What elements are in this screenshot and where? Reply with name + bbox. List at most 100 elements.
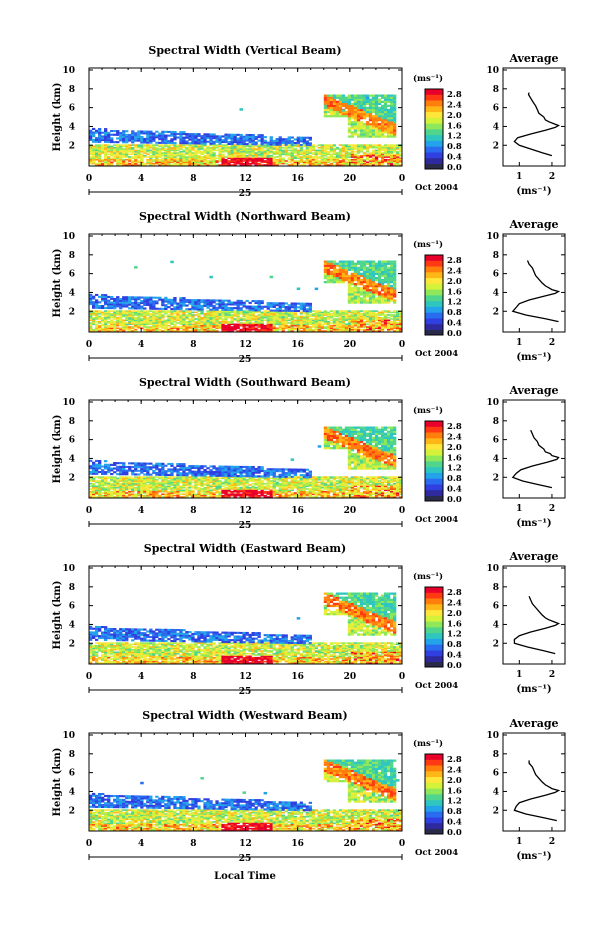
heatmap-cell [203, 133, 206, 135]
heatmap-cell [252, 300, 255, 302]
heatmap-cell [354, 109, 357, 111]
heatmap-cell [146, 298, 149, 300]
heatmap-cell [158, 155, 161, 157]
heatmap-cell [390, 325, 393, 327]
heatmap-cell [119, 476, 122, 478]
heatmap-cell [101, 298, 104, 300]
heatmap-cell [339, 111, 342, 113]
heatmap-cell [378, 317, 381, 319]
heatmap-cell [384, 115, 387, 117]
heatmap-cell [264, 144, 267, 146]
heatmap-cell [324, 97, 327, 99]
heatmap-cell [116, 321, 119, 323]
heatmap-cell [243, 150, 246, 152]
heatmap-cell [375, 283, 378, 285]
heatmap-cell [333, 159, 336, 161]
heatmap-cell [176, 137, 179, 139]
heatmap-cell [306, 142, 309, 144]
heatmap-cell [381, 275, 384, 277]
heatmap-cell [200, 139, 203, 141]
heatmap-cell [95, 469, 98, 471]
heatmap-cell [372, 273, 375, 275]
heatmap-cell [354, 263, 357, 265]
heatmap-cell [375, 271, 378, 273]
heatmap-cell [119, 468, 122, 470]
heatmap-cell [137, 136, 140, 138]
heatmap-cell [261, 134, 264, 136]
heatmap-cell [387, 95, 390, 97]
heatmap-cell [146, 302, 149, 304]
heatmap-cell [95, 294, 98, 296]
heatmap-cell [372, 129, 375, 131]
heatmap-cell [381, 280, 385, 283]
heatmap-cell [384, 105, 387, 107]
heatmap-cell [218, 321, 221, 323]
heatmap-cell [300, 150, 303, 152]
heatmap-cell [167, 142, 170, 144]
heatmap-cell [173, 159, 176, 161]
heatmap-cell [300, 137, 303, 139]
heatmap-cell [300, 321, 303, 323]
heatmap-cell [267, 316, 270, 318]
heatmap-cell [312, 318, 315, 320]
heatmap-cell [221, 318, 224, 320]
heatmap-cell [125, 304, 128, 306]
heatmap-cell [330, 313, 333, 315]
heatmap-cell [369, 127, 372, 129]
heatmap-cell [342, 101, 345, 103]
heatmap-cell [143, 155, 146, 157]
heatmap-cell [240, 329, 243, 331]
heatmap-cell [200, 317, 203, 319]
heatmap-cell [375, 123, 378, 125]
heatmap-cell [294, 306, 297, 308]
heatmap-cell [158, 150, 161, 152]
heatmap-cell [393, 105, 396, 107]
heatmap-cell [218, 305, 221, 307]
heatmap-cell [360, 310, 363, 312]
heatmap-cell [128, 136, 131, 138]
heatmap-cell [98, 296, 101, 298]
heatmap-cell [243, 139, 246, 141]
heatmap-cell [134, 482, 137, 484]
heatmap-cell [363, 281, 366, 283]
heatmap-cell [384, 299, 387, 301]
heatmap-cell [381, 131, 384, 133]
heatmap-cell [231, 141, 234, 143]
heatmap-cell [128, 466, 131, 468]
heatmap-cell [360, 103, 363, 105]
heatmap-cell [327, 312, 330, 314]
heatmap-cell [276, 308, 279, 310]
heatmap-cell [107, 156, 110, 158]
heatmap-cell [354, 159, 357, 161]
heatmap-cell [357, 269, 360, 271]
heatmap-cell [243, 305, 246, 307]
heatmap-cell [221, 155, 224, 157]
heatmap-cell [384, 144, 387, 146]
heatmap-cell [372, 109, 375, 111]
heatmap-cell [357, 105, 360, 107]
heatmap-cell [258, 321, 261, 323]
profile-frame [503, 68, 565, 166]
heatmap-cell [252, 155, 255, 157]
heatmap-cell [231, 143, 234, 145]
heatmap-cell [333, 103, 336, 105]
heatmap-cell [231, 137, 234, 139]
heatmap-cell [95, 301, 98, 303]
heatmap-cell [360, 289, 363, 291]
heatmap-cell [393, 310, 396, 312]
heatmap-cell [206, 305, 209, 307]
heatmap-cell [98, 141, 101, 143]
colorbar-tick-label: 0.8 [447, 142, 462, 152]
heatmap-cell [107, 139, 110, 141]
panel-title: Spectral Width (Northward Beam) [139, 210, 351, 223]
heatmap-cell [393, 301, 396, 303]
heatmap-cell [381, 146, 384, 148]
heatmap-cell [231, 314, 234, 316]
heatmap-cell [300, 325, 303, 327]
heatmap-cell [252, 138, 255, 140]
heatmap-cell [333, 97, 336, 99]
heatmap-cell [384, 117, 387, 119]
heatmap-cell [167, 316, 170, 318]
heatmap-cell [149, 144, 152, 146]
heatmap-cell [273, 306, 276, 308]
